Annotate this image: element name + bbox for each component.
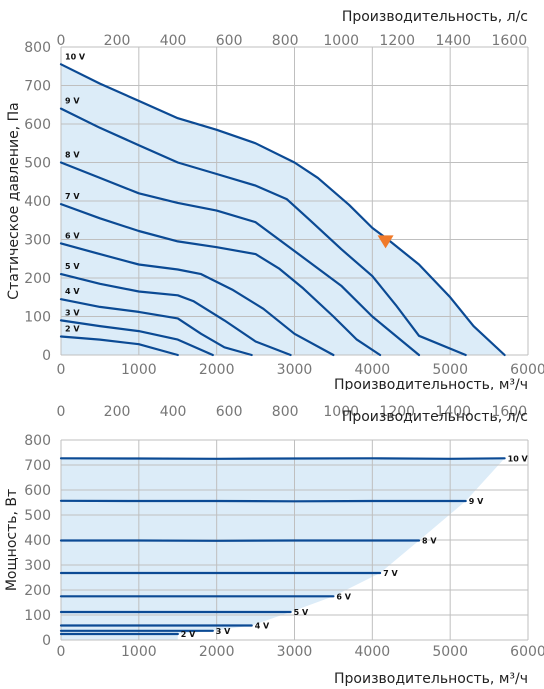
curve-label: 8 V <box>65 151 80 160</box>
curve-label: 8 V <box>422 537 437 546</box>
curve-2v <box>59 335 179 357</box>
x-tick-label: 1000 <box>121 644 157 660</box>
x2-tick-label: 400 <box>160 33 187 49</box>
x2-tick-label: 1000 <box>323 404 359 420</box>
x-tick-label: 3000 <box>277 362 313 378</box>
x-tick-label: 6000 <box>510 644 544 660</box>
x-axis-title: Производительность, м³/ч <box>334 377 528 390</box>
curve-4v <box>59 298 253 357</box>
curve-label: 10 V <box>65 52 86 61</box>
y-tick-label: 400 <box>24 194 51 210</box>
y-tick-label: 200 <box>24 271 51 287</box>
operating-area-fill <box>61 64 505 355</box>
curve-label: 3 V <box>65 308 80 317</box>
x2-tick-label: 1200 <box>379 404 415 420</box>
x-tick-label: 5000 <box>432 362 468 378</box>
x2-tick-label: 200 <box>104 404 131 420</box>
power-chart: 10 V9 V8 V7 V6 V5 V4 V3 V2 V0 1000 2000 300… <box>4 404 544 687</box>
y-tick-label: 600 <box>24 483 51 499</box>
curve-label: 5 V <box>65 262 80 271</box>
curve-label: 2 V <box>181 630 196 639</box>
x-tick-label: 5000 <box>432 644 468 660</box>
curve-6v <box>59 242 335 357</box>
pressure-chart: 10 V9 V8 V7 V6 V5 V4 V3 V2 V0 1000 2000 300… <box>6 9 544 390</box>
x-tick-label: 4000 <box>355 362 391 378</box>
curve-label: 7 V <box>65 192 80 201</box>
y-tick-label: 800 <box>24 40 51 56</box>
curve-10v <box>59 457 506 460</box>
y-axis-title: Мощность, Вт <box>4 489 20 591</box>
x2-axis-title: Производительность, л/с <box>342 9 528 25</box>
y-tick-label: 400 <box>24 533 51 549</box>
curve-9v <box>59 107 467 357</box>
x2-tick-label: 1600 <box>491 33 527 49</box>
curve-label: 9 V <box>65 97 80 106</box>
x2-tick-label: 1200 <box>379 33 415 49</box>
curve-label: 4 V <box>255 622 270 631</box>
x-axis-title: Производительность, м³/ч <box>334 671 528 687</box>
curve-5v <box>59 273 292 357</box>
y-tick-label: 500 <box>24 508 51 524</box>
x-tick-label: 4000 <box>355 644 391 660</box>
x2-tick-label: 1600 <box>491 404 527 420</box>
x2-tick-label: 0 <box>57 404 66 420</box>
curve-label: 4 V <box>65 287 80 296</box>
operating-point-marker <box>377 235 394 249</box>
x2-tick-label: 1000 <box>323 33 359 49</box>
y-tick-label: 700 <box>24 79 51 95</box>
x-tick-label: 2000 <box>199 362 235 378</box>
y-tick-label: 300 <box>24 558 51 574</box>
curve-label: 5 V <box>294 608 309 617</box>
x2-tick-label: 800 <box>272 404 299 420</box>
y-tick-label: 300 <box>24 233 51 249</box>
x2-tick-label: 600 <box>216 33 243 49</box>
x-tick-label: 0 <box>57 362 66 378</box>
curve-label: 3 V <box>216 627 231 636</box>
x-tick-label: 6000 <box>510 362 544 378</box>
x-tick-label: 0 <box>57 644 66 660</box>
curve-8v <box>59 161 421 357</box>
curve-label: 2 V <box>65 325 80 334</box>
x2-tick-label: 600 <box>216 404 243 420</box>
operating-area-fill <box>61 458 505 640</box>
x-tick-label: 2000 <box>199 644 235 660</box>
curve-label: 6 V <box>65 231 80 240</box>
y-tick-label: 0 <box>42 348 51 364</box>
x2-tick-label: 0 <box>57 33 66 49</box>
x2-tick-label: 1400 <box>435 33 471 49</box>
curve-label: 7 V <box>383 569 398 578</box>
x-tick-label: 1000 <box>121 362 157 378</box>
curve-9v <box>59 499 467 503</box>
y-tick-label: 200 <box>24 583 51 599</box>
y-axis-title: Статическое давление, Па <box>6 102 22 299</box>
curve-label: 9 V <box>469 497 484 506</box>
curve-3v <box>59 319 214 357</box>
curve-label: 6 V <box>336 592 351 601</box>
y-tick-label: 0 <box>42 633 51 649</box>
y-tick-label: 500 <box>24 156 51 172</box>
y-tick-label: 100 <box>24 608 51 624</box>
curve-10v <box>59 63 506 357</box>
x2-tick-label: 1400 <box>435 404 471 420</box>
x2-tick-label: 400 <box>160 404 187 420</box>
y-tick-label: 700 <box>24 458 51 474</box>
curve-label: 10 V <box>508 454 529 463</box>
curve-7v <box>59 203 382 357</box>
y-tick-label: 600 <box>24 117 51 133</box>
x2-tick-label: 800 <box>272 33 299 49</box>
y-tick-label: 100 <box>24 310 51 326</box>
x2-tick-label: 200 <box>104 33 131 49</box>
y-tick-label: 800 <box>24 433 51 449</box>
x-tick-label: 3000 <box>277 644 313 660</box>
x2-axis-title: Производительность, л/с <box>342 409 528 425</box>
